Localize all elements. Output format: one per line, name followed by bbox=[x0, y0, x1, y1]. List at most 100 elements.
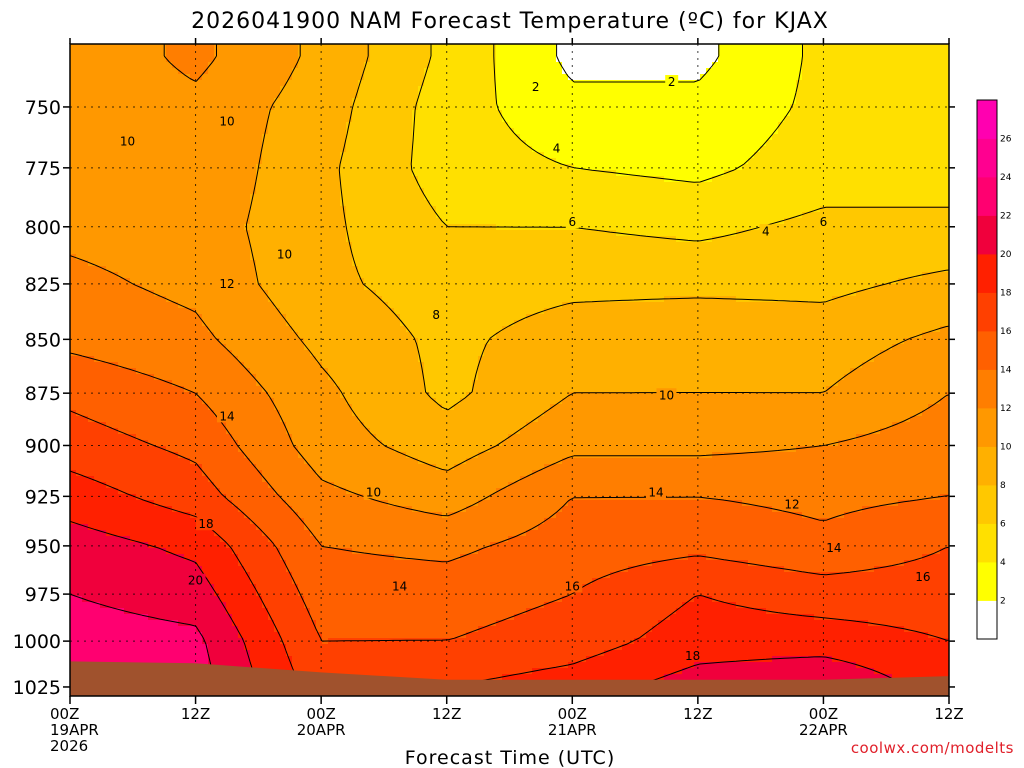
temperature-cell bbox=[736, 68, 743, 75]
temperature-cell bbox=[256, 182, 263, 189]
temperature-cell bbox=[406, 128, 413, 135]
temperature-cell bbox=[610, 176, 617, 183]
temperature-cell bbox=[568, 122, 575, 129]
temperature-cell bbox=[850, 170, 857, 177]
temperature-cell bbox=[334, 164, 341, 171]
temperature-cell bbox=[112, 164, 119, 171]
temperature-cell bbox=[688, 146, 695, 153]
temperature-cell bbox=[682, 236, 689, 243]
temperature-cell bbox=[502, 200, 509, 207]
temperature-cell bbox=[304, 236, 311, 243]
temperature-cell bbox=[700, 230, 707, 237]
temperature-cell bbox=[280, 110, 287, 117]
temperature-cell bbox=[760, 194, 767, 201]
temperature-cell bbox=[850, 86, 857, 93]
temperature-cell bbox=[382, 50, 389, 57]
temperature-cell bbox=[724, 200, 731, 207]
temperature-cell bbox=[562, 86, 569, 93]
temperature-cell bbox=[184, 62, 191, 69]
temperature-cell bbox=[886, 146, 893, 153]
temperature-cell bbox=[940, 182, 947, 189]
temperature-cell bbox=[700, 236, 707, 243]
temperature-cell bbox=[154, 110, 161, 117]
temperature-cell bbox=[190, 176, 197, 183]
temperature-cell bbox=[598, 128, 605, 135]
temperature-cell bbox=[904, 188, 911, 195]
temperature-cell bbox=[748, 44, 755, 51]
temperature-cell bbox=[526, 74, 533, 81]
temperature-cell bbox=[868, 122, 875, 129]
temperature-cell bbox=[532, 140, 539, 147]
temperature-cell bbox=[202, 74, 209, 81]
temperature-cell bbox=[778, 44, 785, 51]
temperature-cell bbox=[244, 194, 251, 201]
temperature-cell bbox=[622, 92, 629, 99]
temperature-cell bbox=[178, 86, 185, 93]
temperature-cell bbox=[172, 62, 179, 69]
temperature-cell bbox=[706, 140, 713, 147]
temperature-cell bbox=[232, 104, 239, 111]
temperature-cell bbox=[622, 62, 629, 69]
temperature-cell bbox=[658, 164, 665, 171]
temperature-cell bbox=[922, 92, 929, 99]
temperature-cell bbox=[676, 224, 683, 231]
temperature-cell bbox=[502, 152, 509, 159]
temperature-cell bbox=[166, 98, 173, 105]
temperature-cell bbox=[364, 92, 371, 99]
temperature-cell bbox=[256, 176, 263, 183]
temperature-cell bbox=[862, 230, 869, 237]
temperature-cell bbox=[532, 242, 539, 249]
temperature-cell bbox=[748, 236, 755, 243]
temperature-cell bbox=[856, 242, 863, 249]
temperature-cell bbox=[382, 56, 389, 63]
temperature-cell bbox=[310, 80, 317, 87]
temperature-cell bbox=[244, 224, 251, 231]
temperature-cell bbox=[862, 62, 869, 69]
temperature-cell bbox=[178, 188, 185, 195]
temperature-cell bbox=[154, 134, 161, 141]
temperature-cell bbox=[340, 80, 347, 87]
temperature-cell bbox=[400, 122, 407, 129]
temperature-cell bbox=[676, 74, 683, 81]
temperature-cell bbox=[916, 164, 923, 171]
temperature-cell bbox=[664, 242, 671, 249]
temperature-cell bbox=[622, 206, 629, 213]
temperature-cell bbox=[928, 236, 935, 243]
temperature-cell bbox=[442, 242, 449, 249]
temperature-cell bbox=[934, 116, 941, 123]
temperature-cell bbox=[730, 152, 737, 159]
temperature-cell bbox=[706, 86, 713, 93]
temperature-cell bbox=[226, 62, 233, 69]
temperature-cell bbox=[760, 122, 767, 129]
temperature-cell bbox=[544, 170, 551, 177]
temperature-cell bbox=[544, 86, 551, 93]
temperature-cell bbox=[208, 92, 215, 99]
temperature-cell bbox=[700, 188, 707, 195]
temperature-cell bbox=[514, 176, 521, 183]
temperature-cell bbox=[352, 212, 359, 219]
temperature-cell bbox=[838, 182, 845, 189]
temperature-cell bbox=[634, 158, 641, 165]
temperature-cell bbox=[526, 116, 533, 123]
temperature-cell bbox=[490, 242, 497, 249]
temperature-cell bbox=[244, 92, 251, 99]
temperature-cell bbox=[850, 182, 857, 189]
temperature-cell bbox=[190, 50, 197, 57]
temperature-cell bbox=[544, 98, 551, 105]
temperature-cell bbox=[844, 176, 851, 183]
temperature-cell bbox=[796, 206, 803, 213]
temperature-cell bbox=[322, 182, 329, 189]
temperature-cell bbox=[688, 176, 695, 183]
temperature-cell bbox=[646, 218, 653, 225]
temperature-cell bbox=[730, 110, 737, 117]
temperature-cell bbox=[352, 218, 359, 225]
temperature-cell bbox=[88, 44, 95, 51]
temperature-cell bbox=[304, 134, 311, 141]
temperature-cell bbox=[340, 56, 347, 63]
temperature-cell bbox=[880, 188, 887, 195]
temperature-cell bbox=[898, 122, 905, 129]
temperature-cell bbox=[790, 86, 797, 93]
temperature-cell bbox=[946, 62, 949, 69]
temperature-cell bbox=[862, 56, 869, 63]
temperature-cell bbox=[388, 116, 395, 123]
